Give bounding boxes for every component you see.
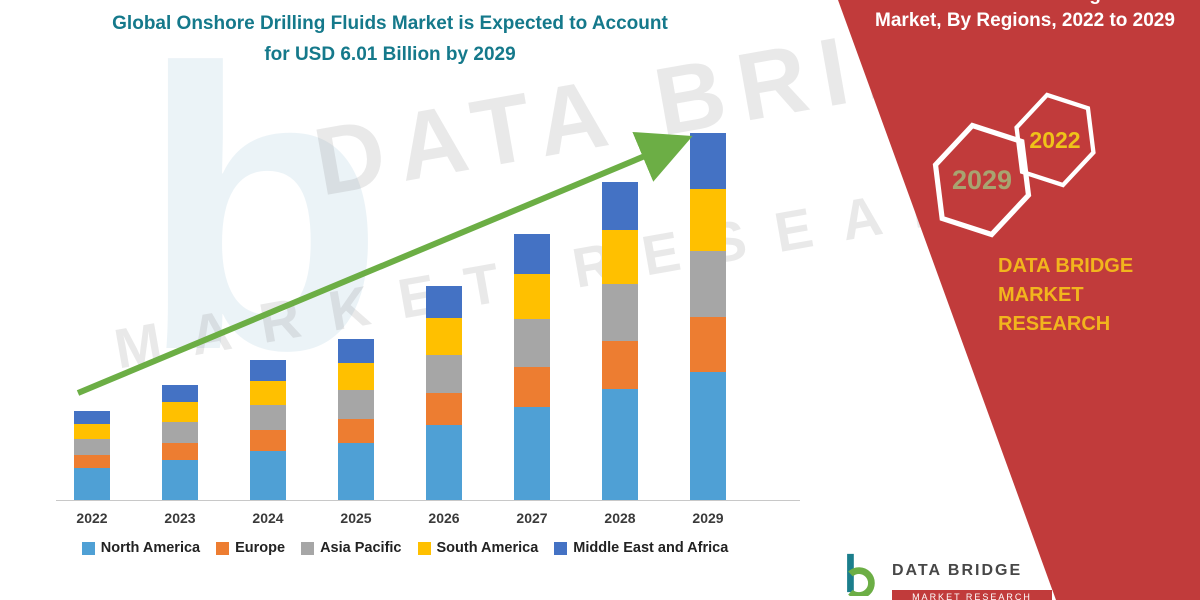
x-axis-label: 2026 [428,510,460,526]
legend-label: North America [100,540,201,556]
bar-segment [162,460,198,500]
hexagon-2022: 2022 [1012,92,1098,188]
legend-swatch-icon [554,541,568,555]
legend-label: Middle East and Africa [573,540,729,556]
bar-segment [74,439,110,455]
brand-line2: RESEARCH [998,313,1111,335]
hexagon-2022-label: 2022 [1029,126,1081,153]
bar-segment [74,411,110,424]
bar-segment [162,422,198,443]
bar-segment [162,443,198,460]
hexagon-2029: 2029 [930,122,1034,238]
legend-swatch-icon [301,541,315,555]
legend-swatch-icon [81,541,95,555]
legend-swatch-icon [417,541,431,555]
bar-segment [162,402,198,422]
bar-segment [426,318,462,355]
bar-segment [602,284,638,341]
bar-segment [602,230,638,284]
data-bridge-logo-icon [847,553,875,599]
x-axis-label: 2024 [252,510,284,526]
chart-title-line2: for USD 6.01 Billion by 2029 [264,44,516,65]
bar-segment [74,468,110,500]
panel-heading-top: Global Onshore Drilling Fluids [860,0,1190,8]
bar-segment [74,455,110,468]
bar-segment [690,317,726,372]
bar-segment [162,385,198,402]
bar-segment [426,425,462,500]
bar-segment [514,234,550,274]
bar-group: 2022 2023 2024 2025 2026 2027 2028 2029 [74,120,726,526]
bar-segment [602,341,638,389]
panel-heading: Market, By Regions, 2022 to 2029 [875,10,1175,31]
bar-segment [690,251,726,317]
bar-segment [514,319,550,367]
bar-column-2028: 2028 [602,182,638,526]
legend-swatch-icon [216,541,230,555]
x-axis-line [56,500,800,501]
x-axis-label: 2025 [340,510,372,526]
bar-column-2026: 2026 [426,286,462,526]
bar-segment [602,389,638,500]
chart-title-line1: Global Onshore Drilling Fluids Market is… [112,13,668,34]
bar-segment [250,430,286,451]
bar-segment [426,355,462,393]
x-axis-label: 2027 [516,510,548,526]
bar-column-2024: 2024 [250,360,286,526]
footer-logo-text: DATA BRIDGE [892,562,1023,579]
bar-column-2023: 2023 [162,385,198,526]
bar-segment [338,339,374,363]
bar-segment [250,405,286,430]
bar-segment [690,189,726,251]
legend-label: Europe [235,540,286,556]
bar-segment [338,363,374,390]
legend-item: Asia Pacific [301,540,402,556]
bar-segment [250,381,286,405]
bar-segment [690,372,726,500]
bar-segment [250,451,286,500]
bar-segment [250,360,286,381]
legend-label: Asia Pacific [320,540,402,556]
bar-segment [74,424,110,439]
bar-segment [338,419,374,443]
bar-segment [514,274,550,319]
legend-item: South America [417,540,539,556]
bar-segment [338,390,374,419]
brand-line1: DATA BRIDGE MARKET [998,255,1134,306]
bar-segment [426,286,462,318]
chart-title: Global Onshore Drilling Fluids Market is… [30,8,750,70]
bar-segment [426,393,462,425]
x-axis-label: 2023 [164,510,196,526]
bar-column-2027: 2027 [514,234,550,526]
footer-logo-subtext: MARKET RESEARCH [892,590,1052,600]
legend-item: Europe [216,540,285,556]
x-axis-label: 2022 [76,510,108,526]
bar-segment [338,443,374,500]
x-axis-label: 2028 [604,510,636,526]
bar-segment [602,182,638,230]
bar-segment [514,367,550,407]
brand-text: DATA BRIDGE MARKET RESEARCH [998,252,1200,339]
bar-column-2022: 2022 [74,411,110,526]
bar-column-2025: 2025 [338,339,374,526]
bar-segment [514,407,550,500]
chart-legend: North America Europe Asia Pacific South Ame… [10,540,800,556]
bar-column-2029: 2029 [690,133,726,526]
hexagon-2029-label: 2029 [951,164,1013,195]
legend-item: Middle East and Africa [554,540,728,556]
legend-label: South America [436,540,539,556]
bar-segment [690,133,726,189]
footer-logo: DATA BRIDGE MARKET RESEARCH [838,550,1068,600]
x-axis-label: 2029 [692,510,724,526]
stacked-bar-chart: 2022 2023 2024 2025 2026 2027 2028 2029 [74,120,726,526]
legend-item: North America [81,540,201,556]
